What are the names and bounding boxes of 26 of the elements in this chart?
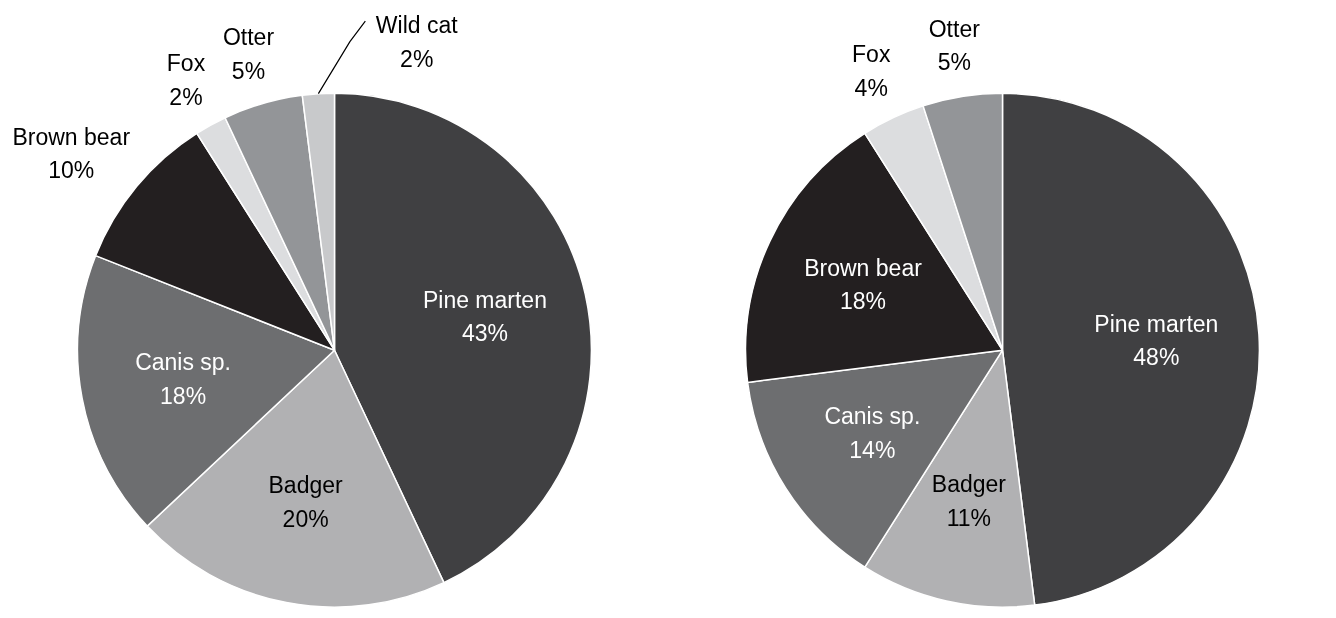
slice-label: Otter	[928, 15, 981, 42]
data-label: 43%	[461, 320, 508, 347]
slice-label: Otter	[222, 24, 275, 50]
slice-label: Pine marten	[422, 286, 547, 313]
data-label: 20%	[282, 505, 329, 532]
data-label: 11%	[946, 504, 992, 531]
slice-label: Pine marten	[1094, 310, 1219, 337]
data-label: 18%	[160, 383, 207, 410]
slice-label: Canis sp.	[135, 349, 232, 376]
slice-label: Brown bear	[804, 254, 923, 281]
data-label: 14%	[849, 436, 896, 463]
data-label: 4%	[854, 74, 888, 101]
data-label: 10%	[48, 157, 95, 184]
slice-label: Brown bear	[12, 123, 131, 150]
data-label: 18%	[840, 288, 887, 315]
slice-label: Badger	[931, 470, 1007, 497]
slice-label: Fox	[852, 41, 891, 68]
slice-label: Fox	[166, 49, 206, 76]
data-label: 2%	[169, 83, 203, 110]
slice-label: Wild cat	[375, 11, 459, 38]
slice-label: Canis sp.	[824, 402, 921, 429]
data-label: 5%	[937, 49, 971, 76]
slice-label: Badger	[268, 471, 344, 498]
data-label: 2%	[400, 45, 434, 72]
data-label: 48%	[1133, 344, 1180, 371]
data-label: 5%	[231, 57, 266, 84]
